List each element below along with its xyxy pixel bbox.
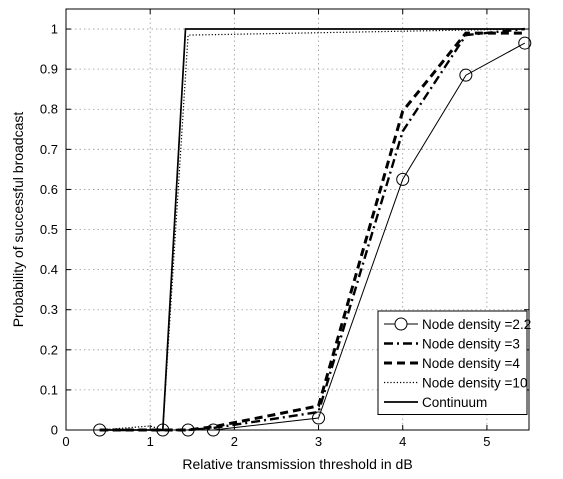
y-tick-label: 0.8 (40, 102, 58, 117)
y-tick-label: 0.6 (40, 182, 58, 197)
y-tick-label: 1 (51, 22, 58, 37)
legend-entry-4: Continuum (422, 395, 487, 410)
x-tick-label: 4 (399, 434, 406, 449)
y-tick-label: 0.3 (40, 302, 58, 317)
x-axis-label: Relative transmission threshold in dB (182, 456, 412, 472)
y-axis-label: Probability of successful broadcast (10, 112, 26, 328)
y-tick-label: 0.7 (40, 142, 58, 157)
y-tick-label: 0.5 (40, 222, 58, 237)
series-0-point (459, 68, 473, 82)
x-tick-label: 5 (483, 434, 490, 449)
legend-entry-1: Node density =3 (422, 337, 520, 352)
y-tick-label: 0.1 (40, 382, 58, 397)
y-tick-label: 0.2 (40, 342, 58, 357)
x-tick-label: 2 (231, 434, 238, 449)
y-tick-label: 0.4 (40, 262, 58, 277)
ticks: 0 1 2 3 4 5 0 0.1 0.2 0.3 0.4 0.5 0.6 0.7 0.8 0.9 1 (40, 9, 529, 449)
y-tick-label: 0.9 (40, 62, 58, 77)
series-0-point (396, 172, 410, 186)
x-tick-label: 0 (62, 434, 69, 449)
series-line-1 (99, 27, 525, 432)
legend-entry-3: Node density =10 (422, 376, 527, 391)
legend: Node density =2.2 Node density =3 Node den… (377, 310, 531, 415)
legend-marker-0 (394, 317, 408, 331)
legend-entry-2: Node density =4 (422, 356, 520, 371)
y-tick-label: 0 (51, 423, 58, 438)
series-0-point (312, 411, 326, 425)
plot-frame (65, 8, 530, 431)
x-tick-label: 1 (147, 434, 154, 449)
series-0-point (518, 36, 532, 50)
legend-entry-0: Node density =2.2 (422, 317, 531, 332)
x-tick-label: 3 (315, 434, 322, 449)
